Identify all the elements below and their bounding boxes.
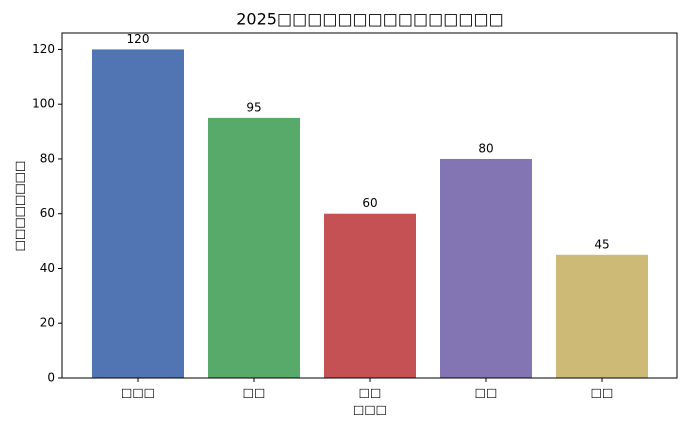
plot-frame xyxy=(61,32,678,379)
y-tick-label: 20 xyxy=(40,316,55,330)
x-axis-label: □□□ xyxy=(353,403,387,417)
y-tick-label: 40 xyxy=(40,261,55,275)
chart-title: 2025□□□□□□□□□□□□□□□ xyxy=(236,10,503,29)
x-tick-label: □□ xyxy=(591,386,614,400)
value-label: 80 xyxy=(478,141,493,155)
value-label: 120 xyxy=(127,32,150,46)
y-tick-label: 80 xyxy=(40,151,55,165)
y-tick-label: 100 xyxy=(32,97,55,111)
value-label: 60 xyxy=(362,196,377,210)
bar xyxy=(208,117,300,378)
value-label: 95 xyxy=(246,100,261,114)
y-tick-label: 120 xyxy=(32,42,55,56)
y-axis-label: □□□□□□□□ xyxy=(13,161,27,252)
bar xyxy=(440,158,532,378)
x-tick-label: □□ xyxy=(243,386,266,400)
x-tick-label: □□□ xyxy=(121,386,155,400)
bar xyxy=(92,49,184,379)
bar xyxy=(556,254,648,378)
y-tick-label: 60 xyxy=(40,206,55,220)
x-tick-label: □□ xyxy=(475,386,498,400)
value-label: 45 xyxy=(594,237,609,251)
x-tick-label: □□ xyxy=(359,386,382,400)
y-tick-label: 0 xyxy=(47,371,55,385)
bar xyxy=(324,213,416,378)
